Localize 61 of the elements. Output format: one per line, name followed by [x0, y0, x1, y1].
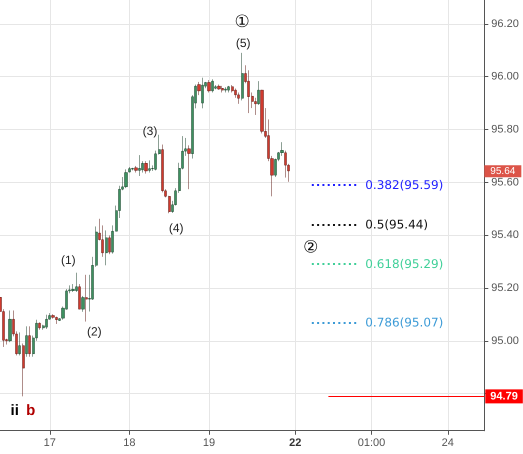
annotation: ii [10, 402, 19, 419]
y-tick-label: 95.00 [491, 334, 519, 347]
candlestick [18, 332, 21, 356]
x-tick-label: 18 [123, 437, 136, 450]
candlestick [197, 82, 201, 96]
annotation: (4) [168, 221, 184, 236]
candlestick [78, 284, 81, 310]
candlestick [221, 86, 224, 93]
ref-line-label: 0.5(95.44) [365, 218, 428, 232]
candlestick [148, 160, 151, 173]
candlestick [211, 79, 214, 93]
candlestick [237, 92, 240, 104]
candlestick [22, 343, 25, 397]
candlestick [108, 235, 111, 254]
y-tick-label: 95.60 [491, 176, 519, 188]
candlestick [75, 272, 78, 292]
candlestick [187, 145, 191, 190]
annotation: (2) [86, 324, 102, 339]
candlestick [257, 80, 260, 106]
candlestick [260, 90, 264, 134]
candlestick [124, 169, 128, 188]
annotation: ① [234, 12, 250, 32]
annotation: b [26, 402, 36, 419]
x-tick-label: 01:00 [358, 437, 386, 450]
candlestick [55, 316, 58, 324]
candlestick [217, 84, 221, 90]
x-tick-label: 22 [289, 437, 302, 450]
annotation: 95.64 [490, 166, 516, 177]
y-tick-label: 95.80 [491, 123, 519, 136]
candlestick [201, 77, 204, 109]
candlestick [241, 52, 244, 101]
candlestick [105, 230, 108, 266]
ref-line-label: 0.618(95.29) [365, 257, 444, 272]
y-tick-label: 95.40 [491, 229, 519, 242]
candlestick [138, 154, 141, 176]
candlestick [25, 326, 28, 357]
candlestick [38, 322, 41, 330]
annotation: (1) [60, 253, 76, 267]
y-tick-label: 96.20 [491, 18, 519, 30]
ref-line-label: 0.382(95.59) [365, 178, 444, 192]
ref-line-label: 0.786(95.07) [365, 315, 444, 330]
annotation: (5) [236, 36, 250, 50]
candlestick [224, 86, 227, 93]
candlestick [284, 150, 287, 178]
candlestick [45, 314, 48, 330]
candlestick [207, 80, 211, 93]
candlestick [144, 160, 148, 174]
candlestick [8, 310, 12, 342]
candlestick [81, 296, 85, 312]
y-tick-label: 96.00 [491, 70, 519, 83]
y-tick-label: 95.20 [491, 282, 519, 294]
x-tick-label: 17 [44, 437, 56, 450]
x-tick-label: 24 [442, 437, 454, 450]
candlestick [134, 166, 138, 173]
annotation: ② [303, 238, 318, 258]
candlestick [227, 86, 230, 93]
candlestick [28, 326, 31, 357]
x-tick-label: 19 [202, 437, 216, 450]
annotation: (3) [142, 124, 158, 138]
ref-line-label: 94.79 [490, 390, 518, 402]
candlestick [85, 274, 88, 322]
